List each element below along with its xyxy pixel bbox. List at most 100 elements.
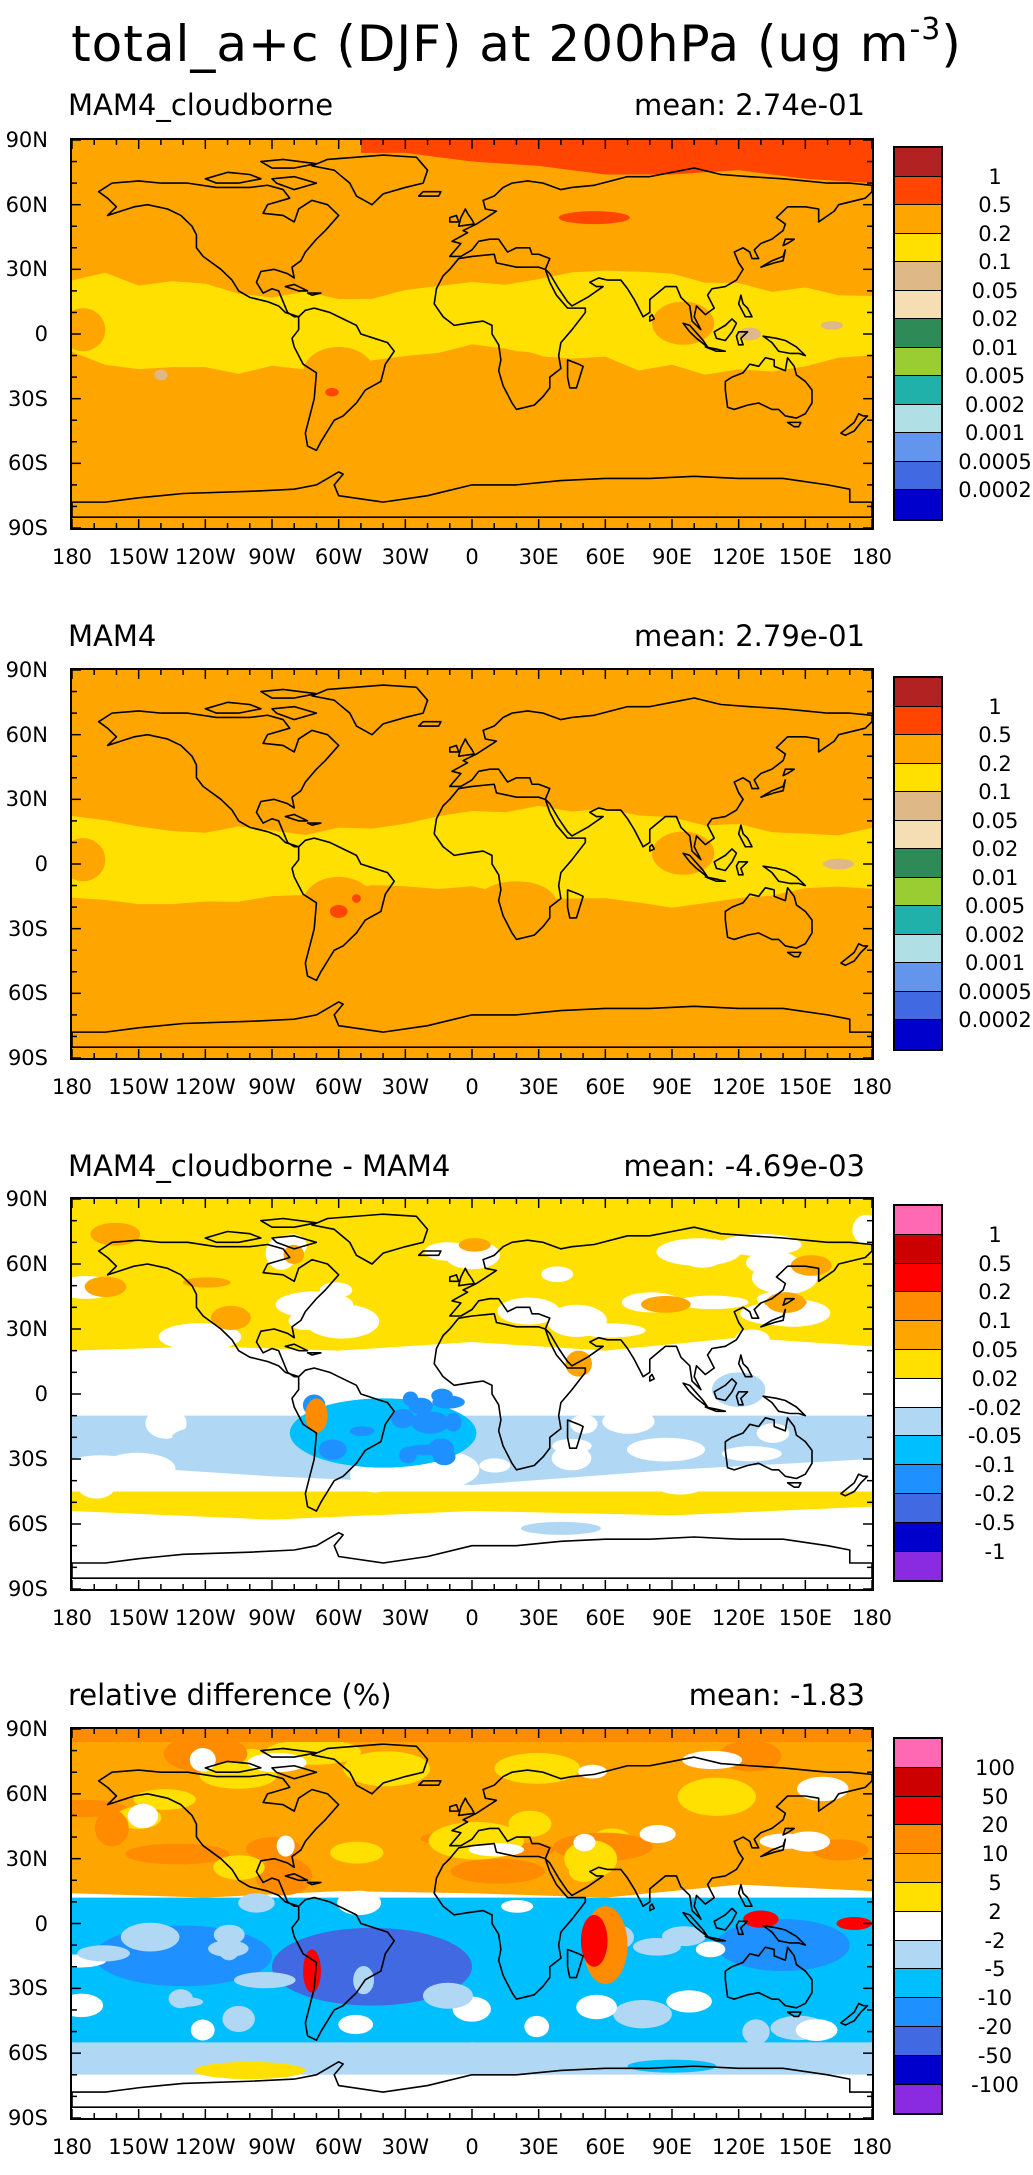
coastline <box>204 171 262 184</box>
andes-red-patch <box>329 904 348 918</box>
lon-tick-label: 30W <box>381 545 430 569</box>
light-patch <box>576 1994 617 2020</box>
lon-tick-label: 60E <box>585 2135 626 2159</box>
light-patch <box>742 2019 770 2045</box>
darker-blue-patch <box>428 1438 454 1459</box>
andes-red-patch <box>325 387 339 397</box>
lat-tick-label: 90N <box>5 128 48 152</box>
figure-title-exponent: -3 <box>909 12 942 47</box>
coastline <box>786 951 802 958</box>
colorbar-swatch <box>895 1465 941 1494</box>
colorbar-swatch <box>895 1522 941 1552</box>
colorbar-label: -20 <box>977 2015 1013 2039</box>
colorbar-label: 0.01 <box>971 865 1019 890</box>
lon-tick-label: 90W <box>248 1606 296 1630</box>
colorbar-label: 0.2 <box>978 221 1012 246</box>
orange-patch <box>790 1255 832 1276</box>
colorbar-swatch <box>895 934 941 963</box>
lon-tick-label: 120E <box>711 1606 766 1630</box>
coastline <box>735 331 749 346</box>
colorbar-swatch <box>895 1206 941 1235</box>
coastline <box>786 2011 802 2018</box>
colorbar-swatch <box>895 433 941 462</box>
coastline <box>724 886 813 949</box>
white-gap <box>852 1214 872 1245</box>
lat-tick-label: 60N <box>5 192 48 217</box>
map-plot-area <box>70 1197 874 1591</box>
northern-variation-patch <box>330 1841 384 1864</box>
white-gap <box>786 1831 831 1852</box>
northern-variation-patch <box>508 1810 552 1837</box>
coastline <box>724 356 813 419</box>
colorbar-swatch <box>895 792 941 821</box>
colorbar-label: 0.05 <box>971 808 1019 833</box>
colorbar-label: 1 <box>988 164 1002 189</box>
coastline <box>448 1226 872 1391</box>
white-gap <box>721 1446 782 1462</box>
colorbar-label: 0.2 <box>978 751 1012 776</box>
white-gap <box>276 1835 295 1857</box>
dateline-orange-region <box>72 308 106 352</box>
white-gap <box>719 1233 802 1256</box>
map-plot-area <box>70 138 874 530</box>
lon-tick-label: 30E <box>518 1075 559 1099</box>
coastline <box>713 848 738 872</box>
panel-title: MAM4 <box>68 619 157 653</box>
colorbar-swatch <box>895 2055 941 2085</box>
colorbar <box>893 1204 943 1583</box>
maritime-red-patch <box>743 1910 779 1928</box>
coastline <box>284 283 309 292</box>
coastline <box>311 154 429 206</box>
orange-patch <box>458 1238 491 1252</box>
white-gap <box>573 1833 596 1852</box>
panel-title: relative difference (%) <box>68 1678 392 1712</box>
lat-tick-label: 30S <box>7 1976 48 2001</box>
colorbar-swatch <box>895 877 941 906</box>
colorbar-swatch <box>895 735 941 764</box>
light-patch <box>338 2014 374 2035</box>
lat-tick-label: 60N <box>5 1781 48 1806</box>
colorbar-swatch <box>895 1796 941 1826</box>
south-america-orange-region <box>303 876 375 929</box>
colorbar-label: -0.1 <box>974 1453 1016 1478</box>
colorbar-swatch <box>895 2084 941 2114</box>
coastline <box>291 837 396 982</box>
colorbar-swatch <box>895 1378 941 1408</box>
map-field-svg <box>72 670 872 1058</box>
northern-variation-patch <box>94 1809 129 1847</box>
colorbar-label: 0.1 <box>978 1309 1012 1334</box>
lon-tick-label: 90W <box>248 2135 296 2159</box>
coastline <box>306 292 322 296</box>
colorbar <box>893 1737 943 2116</box>
colorbar-swatch <box>895 404 941 433</box>
coastline <box>72 1531 872 1579</box>
white-gap <box>479 1458 511 1473</box>
coastline <box>782 238 796 247</box>
colorbar-label: -0.05 <box>967 1424 1023 1449</box>
white-gap <box>275 1291 354 1319</box>
coastline <box>762 1924 807 1946</box>
lat-tick-label: 60N <box>5 1252 48 1276</box>
coastline <box>735 1920 749 1936</box>
coastline <box>448 1756 872 1920</box>
lon-tick-label: 60E <box>585 1075 626 1099</box>
colorbar-label: 20 <box>981 1813 1009 1838</box>
indian-ocean-red-region <box>580 1914 608 1967</box>
colorbar-swatch <box>895 347 941 376</box>
darker-blue-patch <box>408 1397 433 1415</box>
coastline <box>724 1417 813 1480</box>
coastline <box>760 249 787 268</box>
lon-tick-label: 60E <box>585 1606 626 1630</box>
colorbar-swatch <box>895 906 941 935</box>
coastline <box>566 1419 584 1449</box>
colorbar-swatch <box>895 678 941 707</box>
coastline <box>782 1827 796 1836</box>
northern-variation-patch <box>213 1855 265 1880</box>
coastline <box>457 738 476 758</box>
coastline <box>724 1946 813 2009</box>
white-gap <box>626 1437 706 1462</box>
light-patch <box>190 2019 215 2041</box>
white-gap <box>756 1423 790 1443</box>
lat-tick-label: 30S <box>7 1447 48 1471</box>
northern-variation-patch <box>255 1857 313 1896</box>
